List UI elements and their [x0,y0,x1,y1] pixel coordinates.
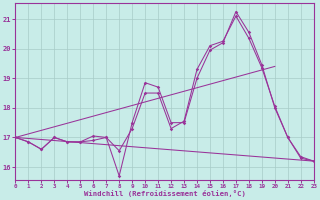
X-axis label: Windchill (Refroidissement éolien,°C): Windchill (Refroidissement éolien,°C) [84,190,245,197]
